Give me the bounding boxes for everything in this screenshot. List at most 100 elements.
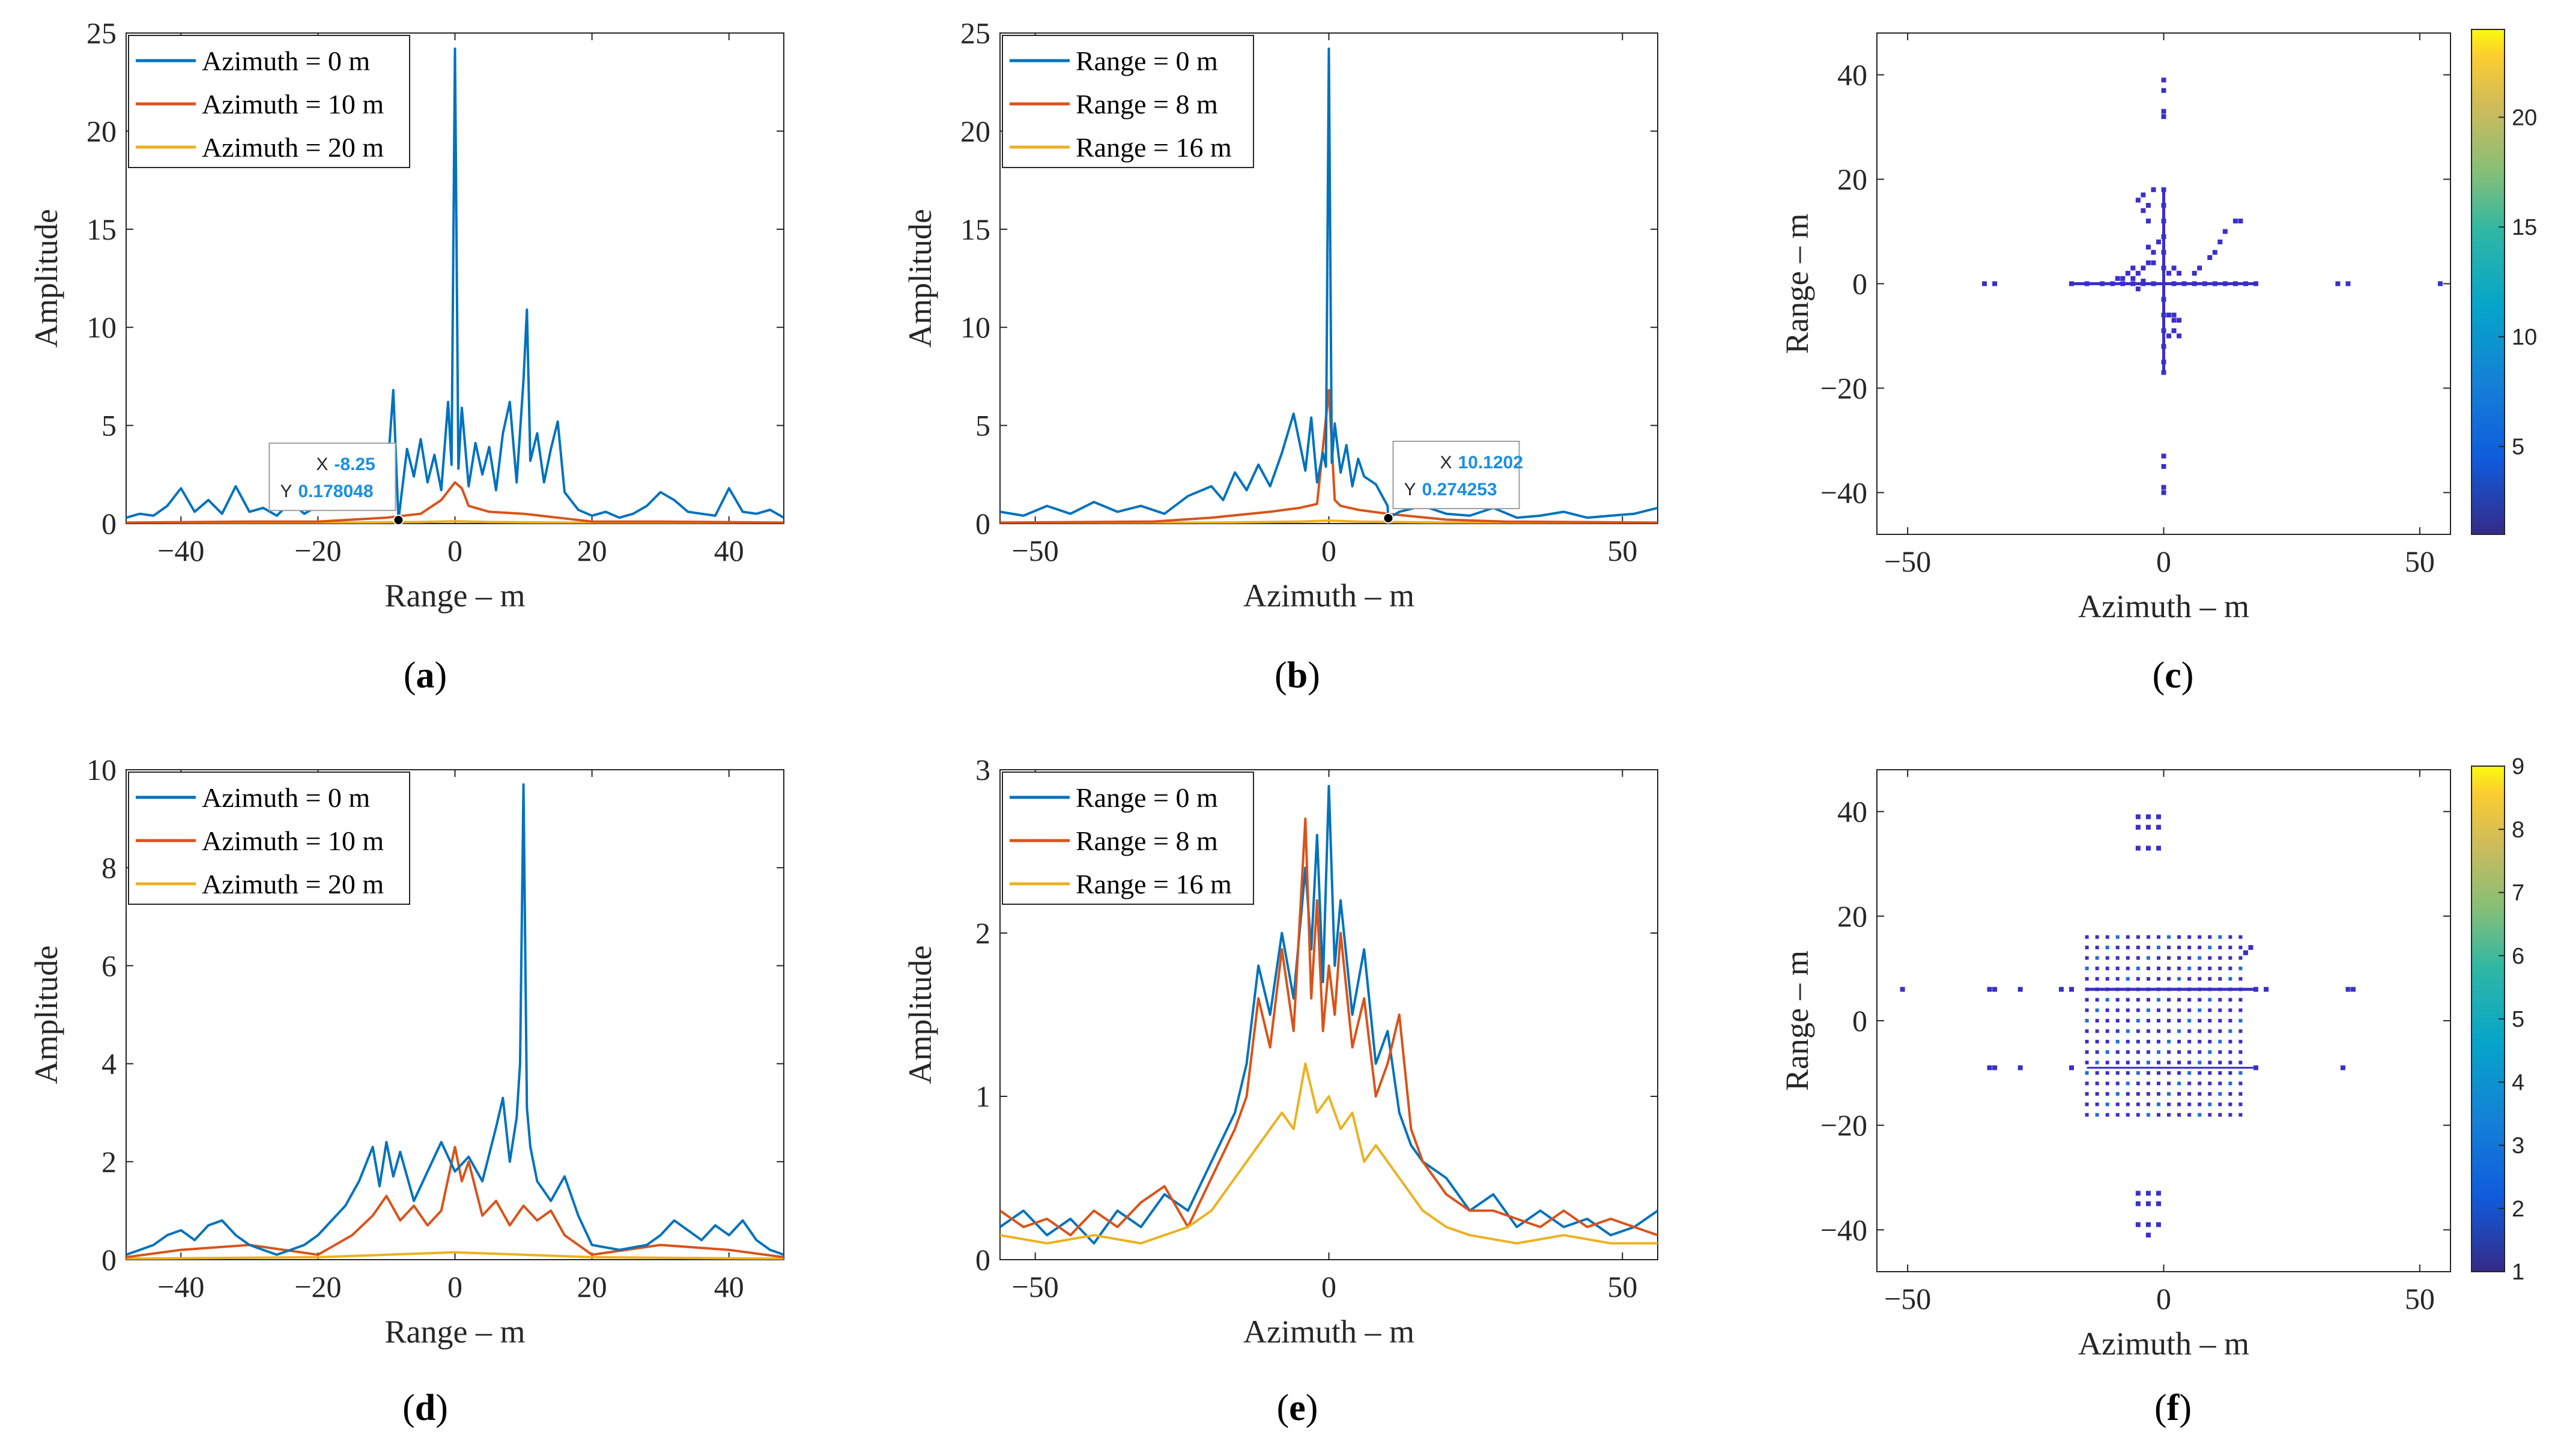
colorbar-tick-label: 6 <box>2512 944 2524 969</box>
scatter-point <box>2085 1113 2089 1117</box>
scatter-point <box>2177 956 2181 960</box>
scatter-point <box>2146 1019 2150 1023</box>
scatter-point <box>2156 239 2161 244</box>
scatter-point <box>1900 986 1905 992</box>
scatter-point <box>2126 1071 2130 1075</box>
x-tick-label: −20 <box>294 1270 341 1303</box>
datatip[interactable]: X 10.1202 Y 0.274253 <box>1383 441 1523 524</box>
scatter-point <box>2243 281 2248 286</box>
scatter-point <box>2218 956 2222 960</box>
scatter-point <box>2156 977 2160 981</box>
scatter-point <box>2198 966 2202 970</box>
scatter-point <box>2187 1081 2192 1086</box>
y-tick-label: −20 <box>1820 1108 1867 1142</box>
y-axis-label: Amplitude <box>902 946 938 1084</box>
scatter-point <box>2126 1102 2130 1107</box>
scatter-point <box>2145 1233 2151 1238</box>
scatter-point <box>2166 312 2172 318</box>
caption-paren-close: ) <box>2181 655 2194 696</box>
scatter-point <box>2228 1029 2232 1033</box>
scatter-point <box>2208 1071 2212 1075</box>
scatter-point <box>2340 1065 2345 1071</box>
scatter-point <box>2228 1060 2232 1065</box>
scatter-point <box>2146 1102 2150 1107</box>
datatip-y-label: Y <box>1404 480 1416 500</box>
scatter-point <box>2156 1071 2160 1075</box>
axes-box <box>1876 769 2451 1272</box>
scatter-point <box>2085 1050 2089 1054</box>
scatter-point <box>2105 1071 2109 1075</box>
scatter-point <box>2218 1039 2222 1044</box>
scatter-point <box>2085 1071 2089 1075</box>
scatter-point <box>2085 1039 2089 1044</box>
y-axis-label: Amplitude <box>28 209 64 348</box>
scatter-point <box>2222 229 2228 234</box>
scatter-point <box>2177 935 2181 939</box>
scatter-point <box>2115 1071 2120 1075</box>
scatter-point <box>2161 328 2166 333</box>
plot-area <box>1982 77 2443 495</box>
plot-area <box>1000 785 1658 1245</box>
scatter-point <box>2105 998 2109 1002</box>
x-axis-label: Azimuth – m <box>1243 1314 1414 1350</box>
datatip-x-row: X -8.25 <box>316 455 375 474</box>
y-tick-label: 0 <box>1852 267 1867 301</box>
scatter-point <box>2218 1029 2222 1033</box>
scatter-point <box>2095 935 2099 939</box>
scatter-point <box>2145 1222 2151 1227</box>
scatter-point <box>2177 1008 2181 1012</box>
scatter-point <box>2167 966 2171 970</box>
scatter-point <box>2228 977 2232 981</box>
colorbar-tick-label: 8 <box>2512 817 2524 842</box>
scatter-point <box>2198 1071 2202 1075</box>
scatter-point <box>2218 1071 2222 1075</box>
scatter-point <box>2218 977 2222 981</box>
y-axis-label: Amplitude <box>902 209 938 348</box>
scatter-point <box>2126 956 2130 960</box>
scatter-point <box>2187 1060 2192 1065</box>
scatter-point <box>2187 1092 2192 1096</box>
scatter-point <box>2095 977 2099 981</box>
y-axis-label: Range – m <box>1779 214 1815 354</box>
scatter-point <box>2218 1008 2222 1012</box>
x-tick-label: −40 <box>157 1270 204 1303</box>
scatter-point <box>2345 281 2351 286</box>
scatter-point <box>2135 824 2141 830</box>
scatter-point <box>2135 1222 2141 1227</box>
scatter-point <box>2171 328 2177 333</box>
scatter-point <box>2156 845 2161 851</box>
datatip[interactable]: X -8.25 Y 0.178048 <box>268 443 404 526</box>
scatter-point <box>2125 271 2130 276</box>
scatter-point <box>2095 1008 2099 1012</box>
scatter-point <box>2228 1008 2232 1012</box>
x-tick-label: 50 <box>2405 545 2435 578</box>
scatter-point <box>2238 1060 2243 1065</box>
y-tick-label: 20 <box>960 114 990 148</box>
scatter-point <box>2161 490 2166 495</box>
scatter-point <box>2136 1060 2140 1065</box>
scatter-point <box>2126 1060 2130 1065</box>
scatter-point <box>2145 244 2151 250</box>
scatter-point <box>2135 271 2141 276</box>
scatter-point <box>2105 956 2109 960</box>
scatter-point <box>2238 1029 2243 1033</box>
scatter-point <box>2084 281 2090 286</box>
caption-paren-close: ) <box>1308 655 1320 696</box>
scatter-point <box>2208 1092 2212 1096</box>
scatter-point <box>2218 946 2222 950</box>
legend-box <box>128 35 410 168</box>
scatter-point <box>2228 1113 2232 1117</box>
scatter-point <box>2095 1071 2099 1075</box>
scatter-point <box>2167 1060 2171 1065</box>
scatter-point <box>2135 286 2141 292</box>
y-tick-label: 25 <box>960 16 990 50</box>
caption-letter: c <box>2165 655 2181 696</box>
caption-letter: b <box>1287 655 1308 696</box>
scatter-point <box>2198 977 2202 981</box>
scatter-point <box>2120 281 2126 286</box>
scatter-point <box>1982 281 1987 286</box>
scatter-point <box>2167 1113 2171 1117</box>
scatter-point <box>2069 281 2075 286</box>
y-tick-label: 2 <box>975 916 990 950</box>
